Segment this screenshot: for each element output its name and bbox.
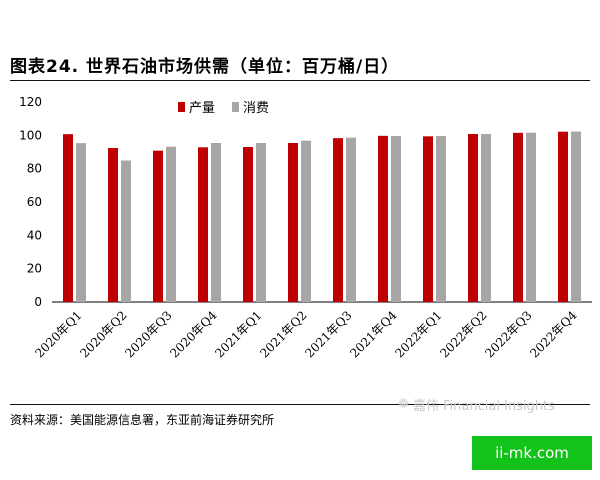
x-tick-label: 2021年Q3 xyxy=(302,308,354,360)
bar-consumption xyxy=(76,143,86,302)
bar-production xyxy=(378,135,388,302)
x-tick-label: 2022年Q1 xyxy=(392,308,444,360)
bar-production xyxy=(288,143,298,302)
bar-production xyxy=(198,147,208,302)
y-tick-label: 120 xyxy=(19,95,42,109)
x-tick-label: 2021年Q4 xyxy=(347,308,400,361)
legend-label-production: 产量 xyxy=(189,101,215,116)
bar-production xyxy=(63,134,73,302)
bar-production xyxy=(243,147,253,302)
legend-swatch-production xyxy=(178,102,185,112)
site-logo[interactable]: ii-mk.com xyxy=(472,436,592,470)
bar-chart: 0 20 40 60 80 100 120 2020年Q12020年Q22020年Q32020… xyxy=(19,95,592,361)
bar-consumption xyxy=(571,131,581,302)
y-tick-label: 20 xyxy=(27,262,42,276)
bar-production xyxy=(108,148,118,302)
y-tick-label: 60 xyxy=(27,195,42,209)
watermark-text: 嘉伟 Financial Insights xyxy=(412,399,555,414)
x-tick-label: 2020年Q3 xyxy=(122,308,174,360)
wechat-icon: ❁ xyxy=(398,397,409,412)
bar-consumption xyxy=(121,160,131,302)
x-tick-label: 2020年Q1 xyxy=(32,308,84,360)
bar-consumption xyxy=(436,136,446,302)
watermark: ❁ 嘉伟 Financial Insights xyxy=(398,395,555,414)
bar-consumption xyxy=(346,137,356,302)
x-tick-label: 2022年Q3 xyxy=(482,308,534,360)
x-tick-label: 2022年Q4 xyxy=(527,308,580,361)
legend-swatch-consumption xyxy=(232,102,239,112)
bar-consumption xyxy=(256,143,266,302)
bar-consumption xyxy=(391,136,401,302)
x-tick-label: 2021年Q2 xyxy=(257,308,309,360)
site-logo-text: ii-mk.com xyxy=(495,444,569,462)
source-note: 资料来源：美国能源信息署，东亚前海证券研究所 xyxy=(10,413,275,427)
bar-production xyxy=(513,132,523,302)
legend-label-consumption: 消费 xyxy=(243,101,269,116)
x-tick-label: 2020年Q2 xyxy=(77,308,129,360)
y-tick-label: 0 xyxy=(34,295,42,309)
bar-production xyxy=(333,138,343,302)
y-tick-label: 40 xyxy=(27,228,42,242)
title-rule xyxy=(10,80,590,81)
x-tick-label: 2021年Q1 xyxy=(212,308,264,360)
y-tick-label: 100 xyxy=(19,128,42,142)
x-tick-label: 2020年Q4 xyxy=(167,308,220,361)
figure-title: 图表24. 世界石油市场供需（单位：百万桶/日） xyxy=(10,57,400,77)
bar-consumption xyxy=(211,143,221,302)
bar-consumption xyxy=(166,146,176,302)
x-tick-label: 2022年Q2 xyxy=(437,308,489,360)
source-rule xyxy=(10,404,590,405)
y-tick-label: 80 xyxy=(27,162,42,176)
bar-production xyxy=(468,134,478,302)
bar-production xyxy=(153,150,163,302)
bar-consumption xyxy=(481,134,491,302)
bar-consumption xyxy=(526,132,536,302)
bar-production xyxy=(558,131,568,302)
bar-consumption xyxy=(301,140,311,302)
bar-production xyxy=(423,136,433,302)
